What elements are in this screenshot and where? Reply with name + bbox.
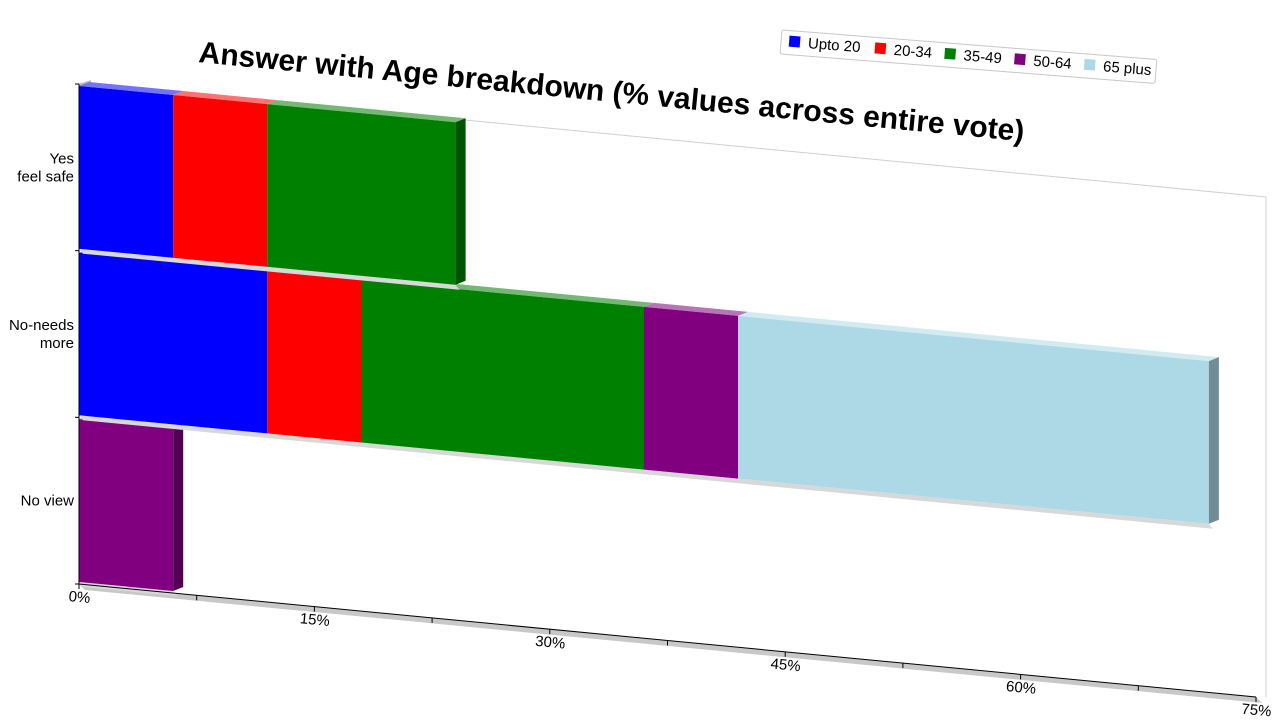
bar-top-face [173,91,278,105]
y-ticks [75,83,79,585]
legend-swatch [1083,58,1096,71]
bar-segment [738,315,1209,524]
bar-group-0 [79,82,466,290]
category-label: more [40,335,74,352]
x-tick-label: 0% [68,588,91,607]
bar-segment [644,306,739,479]
bar-top-face [644,302,749,316]
bar-top-face [79,82,184,95]
legend-label: Upto 20 [807,35,861,56]
category-label: feel safe [17,168,74,185]
x-tick-label: 15% [299,610,331,630]
legend-label: 20-34 [893,42,933,62]
bar-shadow [79,415,1213,529]
legend-swatch [944,47,957,60]
legend-label: 35-49 [963,47,1003,67]
category-label: No-needs [9,317,74,334]
bar-segment [79,419,174,591]
legend: Upto 20 20-34 35-49 50-64 65 plus [779,29,1158,84]
legend-label: 50-64 [1033,53,1073,73]
x-tick-label: 30% [534,633,566,653]
left-wall-top [79,80,91,86]
bar-end-face [455,118,466,285]
bar-segment [361,279,644,470]
category-label: Yes [50,150,74,167]
legend-swatch [1014,53,1026,66]
category-label: No view [21,493,75,510]
bar-shadow [79,248,460,290]
legend-swatch [788,35,801,48]
legend-label: 65 plus [1102,58,1152,79]
bar-group-1 [79,248,1219,529]
bar-segment [267,270,362,443]
x-tick-label: 75% [1241,701,1273,720]
x-ticks: 0% 15% 30% 45% 60% 75% [68,584,1272,720]
legend-swatch [874,42,887,55]
legend-box [779,29,1158,84]
x-tick-label: 60% [1005,678,1037,698]
floor-shadow [79,584,1262,703]
bar-top-face [267,100,466,123]
bar-end-face [1208,357,1219,524]
bar-top-face [738,311,1219,362]
x-tick-label: 45% [770,655,802,675]
bar-group-2 [79,415,184,596]
bar-segment [79,252,268,434]
bar-segment [267,104,456,285]
bar-segment [173,95,268,267]
bar-end-face [173,424,184,591]
bars [79,82,1219,596]
bar-segment [79,86,174,258]
